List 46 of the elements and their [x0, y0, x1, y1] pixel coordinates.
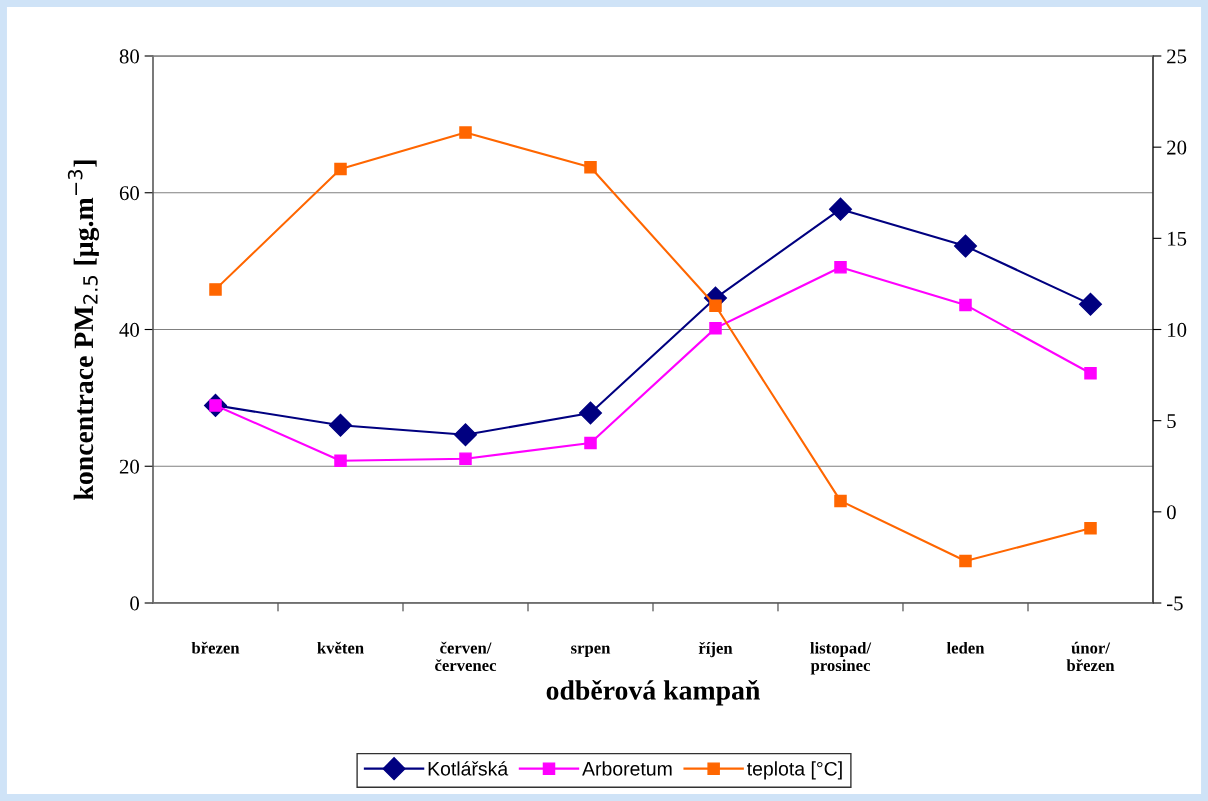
point [829, 197, 852, 221]
y2-tick-label: 5 [1167, 414, 1176, 429]
point [334, 454, 347, 468]
y2-tick-label: -5 [1166, 596, 1183, 611]
legend-label: teplota [°C] [747, 761, 842, 780]
x-tick-label: listopad/ prosinec [810, 641, 872, 675]
y-axis-title: koncentrace PM$_{2.5}$ [µg.m$^{−3}$] [67, 160, 100, 500]
x-tick-label: leden [946, 641, 985, 654]
x-tick-label: srpen [571, 645, 611, 657]
point [459, 452, 472, 465]
point [584, 160, 597, 174]
x-tick-label: březen [191, 641, 240, 654]
y-tick-label: 40 [119, 322, 140, 337]
point [959, 554, 972, 568]
y2-tick-label: 15 [1168, 231, 1187, 246]
y2-tick-label: 10 [1168, 322, 1187, 337]
y-tick-label: 20 [119, 459, 140, 474]
x-tick-label: červen/ červenec [435, 641, 497, 672]
x-tick-label: únor/ březen [1066, 641, 1115, 672]
point [1084, 367, 1097, 380]
y2-tick-label: 25 [1167, 49, 1187, 64]
point [209, 283, 222, 296]
x-tick-label: říjen [698, 641, 733, 658]
point [959, 298, 972, 312]
point [334, 162, 347, 176]
point [584, 436, 597, 450]
y-tick-label: 80 [119, 49, 140, 64]
point [1084, 521, 1097, 535]
point [709, 299, 722, 313]
y-tick-label: 0 [130, 596, 140, 611]
point [709, 321, 722, 335]
y2-tick-label: 0 [1166, 505, 1176, 520]
x-tick-label: květen [317, 641, 364, 654]
x-axis-title: odběrová kampaň [546, 679, 760, 706]
point [329, 413, 352, 437]
point [454, 423, 477, 447]
point [834, 494, 847, 508]
point [834, 261, 847, 274]
point [459, 126, 472, 139]
y-tick-label: 60 [119, 186, 140, 201]
point [579, 401, 602, 425]
point [954, 234, 977, 258]
y2-tick-label: 20 [1167, 140, 1187, 155]
point [1079, 292, 1102, 316]
legend-label: Arboretum [582, 761, 672, 776]
legend-label: Kotlářská [428, 761, 509, 776]
